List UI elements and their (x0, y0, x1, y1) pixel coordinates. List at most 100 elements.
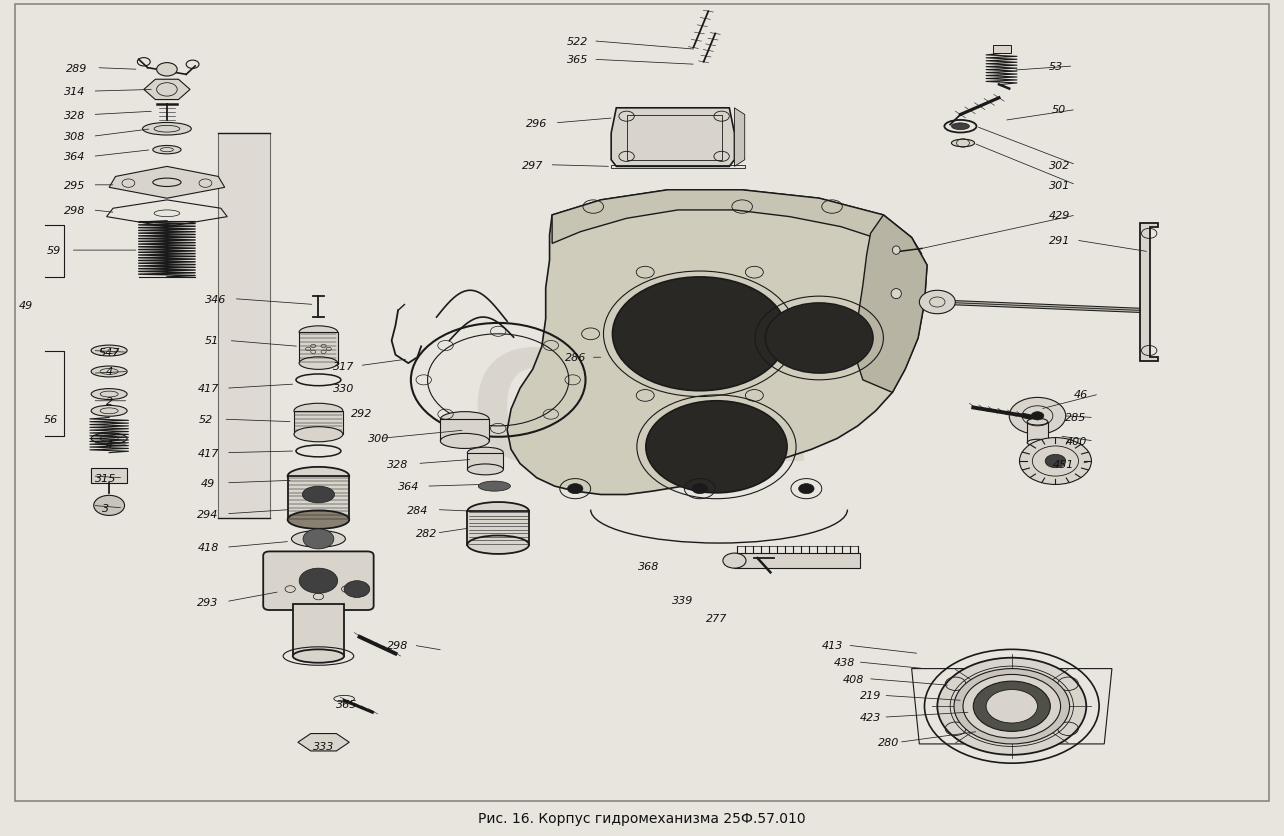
Ellipse shape (951, 140, 975, 147)
Ellipse shape (91, 366, 127, 378)
Text: 292: 292 (352, 409, 372, 419)
Ellipse shape (891, 289, 901, 299)
Ellipse shape (91, 406, 127, 416)
Bar (993, 46, 1011, 54)
Ellipse shape (467, 448, 503, 458)
Text: 365: 365 (568, 55, 588, 65)
Text: 302: 302 (1049, 161, 1070, 171)
Text: 294: 294 (198, 509, 218, 519)
Ellipse shape (293, 650, 344, 663)
Polygon shape (1140, 224, 1158, 361)
Text: 301: 301 (1049, 181, 1070, 191)
Text: 297: 297 (523, 161, 543, 171)
Ellipse shape (91, 346, 127, 356)
Text: 4: 4 (105, 367, 113, 377)
Text: 417: 417 (198, 384, 218, 394)
Circle shape (937, 658, 1086, 755)
Bar (299, 333, 338, 364)
Ellipse shape (440, 412, 489, 427)
Text: 56: 56 (44, 415, 59, 425)
Ellipse shape (288, 467, 349, 486)
Circle shape (973, 681, 1050, 732)
Ellipse shape (478, 482, 511, 492)
Text: 429: 429 (1049, 211, 1070, 221)
Circle shape (799, 484, 814, 494)
Text: 368: 368 (638, 562, 659, 572)
Circle shape (1045, 455, 1066, 468)
Text: 289: 289 (67, 64, 87, 74)
Text: OPE: OPE (469, 344, 815, 492)
Bar (288, 477, 349, 520)
Text: 52: 52 (198, 415, 213, 425)
Polygon shape (611, 109, 734, 167)
Ellipse shape (467, 536, 529, 554)
Circle shape (299, 568, 338, 594)
Text: 328: 328 (64, 110, 85, 120)
Ellipse shape (299, 327, 338, 339)
Circle shape (919, 291, 955, 314)
Ellipse shape (294, 427, 343, 442)
Text: 284: 284 (407, 505, 428, 515)
Ellipse shape (467, 502, 529, 521)
Text: 328: 328 (388, 459, 408, 469)
Circle shape (954, 669, 1070, 744)
Ellipse shape (467, 465, 503, 475)
Circle shape (692, 484, 707, 494)
Polygon shape (218, 134, 270, 518)
Circle shape (1019, 438, 1091, 485)
Text: 408: 408 (844, 674, 864, 684)
Bar (1027, 422, 1048, 443)
Polygon shape (298, 734, 349, 751)
Text: 2: 2 (105, 396, 113, 406)
Ellipse shape (91, 433, 127, 445)
Circle shape (765, 303, 873, 374)
Text: 522: 522 (568, 37, 588, 47)
Text: 417: 417 (198, 448, 218, 458)
Polygon shape (552, 191, 922, 255)
Text: 49: 49 (18, 300, 33, 310)
Text: 51: 51 (204, 336, 220, 346)
Circle shape (646, 401, 787, 493)
Text: 308: 308 (64, 132, 85, 142)
Circle shape (344, 581, 370, 598)
Polygon shape (734, 109, 745, 167)
Ellipse shape (143, 123, 191, 136)
Circle shape (1009, 398, 1066, 435)
Text: 413: 413 (822, 640, 842, 650)
Bar (91, 468, 127, 483)
Ellipse shape (440, 434, 489, 449)
Polygon shape (109, 167, 225, 199)
Circle shape (986, 690, 1037, 723)
Text: 418: 418 (198, 543, 218, 553)
Ellipse shape (1027, 419, 1048, 426)
Ellipse shape (294, 404, 343, 419)
Text: 300: 300 (369, 434, 389, 444)
Text: 49: 49 (200, 478, 216, 488)
Text: 547: 547 (99, 348, 119, 358)
Text: 46: 46 (1073, 390, 1089, 400)
Text: 423: 423 (860, 712, 881, 722)
Text: 59: 59 (46, 246, 62, 256)
Text: 296: 296 (526, 119, 547, 129)
Text: 314: 314 (64, 87, 85, 97)
Text: 364: 364 (398, 482, 419, 492)
Circle shape (303, 529, 334, 549)
Ellipse shape (303, 487, 334, 503)
Bar (627, 115, 722, 161)
Text: 50: 50 (1052, 105, 1067, 115)
Text: 291: 291 (1049, 236, 1070, 246)
Bar (440, 420, 489, 441)
Text: 293: 293 (198, 597, 218, 607)
Text: 333: 333 (313, 741, 334, 751)
Polygon shape (144, 80, 190, 100)
Bar (467, 512, 529, 545)
Text: 339: 339 (673, 595, 693, 605)
FancyBboxPatch shape (263, 552, 374, 610)
Circle shape (612, 278, 787, 391)
Ellipse shape (892, 247, 900, 255)
Circle shape (94, 496, 125, 516)
Text: Рис. 16. Корпус гидромеханизма 25Ф.57.010: Рис. 16. Корпус гидромеханизма 25Ф.57.01… (478, 811, 806, 824)
Text: 346: 346 (205, 294, 226, 304)
Bar (294, 411, 343, 435)
Ellipse shape (288, 511, 349, 529)
